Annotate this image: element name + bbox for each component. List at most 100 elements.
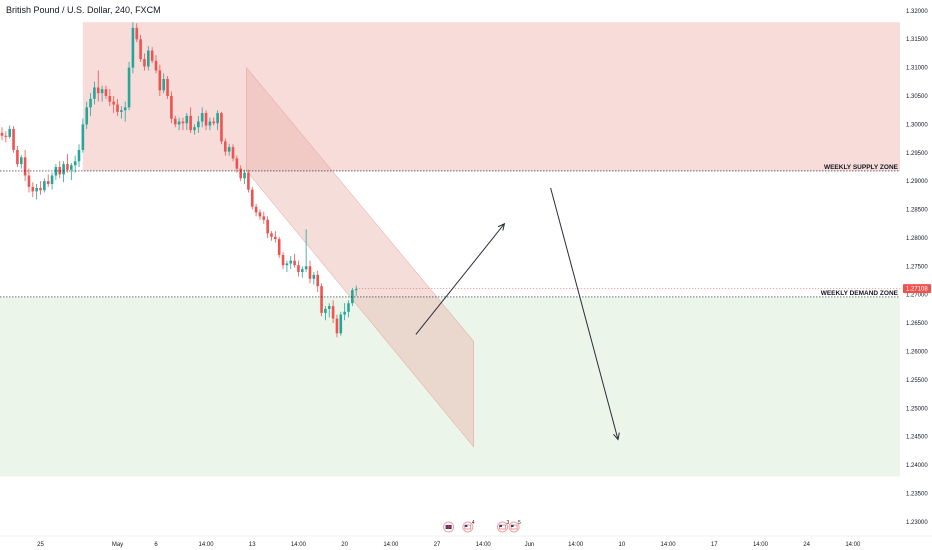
candle <box>135 23 139 43</box>
candles-layer <box>0 22 358 338</box>
candle <box>297 260 300 277</box>
candle <box>89 93 92 116</box>
candle <box>277 236 281 258</box>
candle <box>131 22 135 74</box>
y-tick-label: 1.24000 <box>906 463 928 469</box>
candle <box>216 110 219 131</box>
y-tick-label: 1.29500 <box>906 151 928 157</box>
candle <box>227 143 231 156</box>
x-tick-label: 25 <box>37 542 44 548</box>
x-tick-label: 14:00 <box>661 542 677 548</box>
x-axis: 25 May 6 14:00 13 14:00 20 14:00 27 14:00 Jun 14:00… <box>0 535 932 548</box>
candle <box>170 91 173 124</box>
x-tick-label: 24 <box>803 542 810 548</box>
candle <box>77 144 81 167</box>
zone-0[interactable] <box>82 22 901 171</box>
arrow-1[interactable] <box>550 187 620 441</box>
current-price-tag: 1.27108 <box>903 284 931 294</box>
candle <box>247 169 250 193</box>
y-tick-label: 1.28000 <box>906 236 928 242</box>
candle <box>123 101 127 122</box>
x-tick-label: 13 <box>249 542 256 548</box>
candle <box>289 256 293 270</box>
candle <box>35 184 38 200</box>
candle <box>70 162 73 181</box>
zone-label-0: WEEKLY SUPPLY ZONE <box>824 164 899 171</box>
x-tick-label: 14:00 <box>291 542 307 548</box>
candle <box>331 300 335 324</box>
candle <box>120 106 123 119</box>
y-tick-label: 1.27500 <box>906 264 928 270</box>
candle <box>173 115 177 128</box>
y-tick-label: 1.26000 <box>906 349 928 355</box>
x-tick-label: Jun <box>525 542 535 548</box>
uk-flag-icon[interactable] <box>443 521 455 533</box>
candle <box>31 182 35 198</box>
candle <box>154 55 158 74</box>
chart-title: British Pound / U.S. Dollar, 240, FXCM <box>6 5 161 15</box>
candle <box>166 76 169 99</box>
trend-channel[interactable] <box>246 66 474 448</box>
candle <box>250 186 254 210</box>
candle <box>266 216 269 238</box>
candle <box>254 203 258 217</box>
candle <box>93 81 96 105</box>
y-tick-label: 1.29000 <box>906 179 928 185</box>
svg-text:3: 3 <box>507 520 510 526</box>
candle <box>235 155 239 173</box>
y-tick-label: 1.27000 <box>906 293 928 299</box>
candle <box>147 46 150 71</box>
x-tick-label: 14:00 <box>476 542 492 548</box>
candle <box>96 70 100 102</box>
zone-1[interactable] <box>0 297 900 477</box>
us-flag-icon[interactable]: 4 <box>462 520 475 533</box>
candle <box>293 253 296 268</box>
candle <box>39 181 42 195</box>
candle <box>58 161 62 179</box>
candle <box>181 117 185 131</box>
candle <box>158 64 162 96</box>
channel-layer <box>246 66 474 448</box>
svg-text:4: 4 <box>472 520 475 526</box>
us-flag-icon[interactable]: 5 <box>508 520 521 533</box>
candle <box>23 149 27 182</box>
y-tick-label: 1.25000 <box>906 406 928 412</box>
svg-text:1.27108: 1.27108 <box>906 287 928 293</box>
candle <box>19 155 23 169</box>
candle <box>262 211 266 224</box>
candle <box>258 209 262 220</box>
candle <box>16 145 19 167</box>
candle <box>43 178 46 193</box>
candle <box>189 107 192 133</box>
arrow-0[interactable] <box>415 222 506 335</box>
x-tick-label: 14:00 <box>753 542 769 548</box>
candle <box>8 125 11 139</box>
candle <box>274 231 277 243</box>
y-tick-label: 1.23000 <box>906 520 928 526</box>
x-tick-label: 10 <box>619 542 626 548</box>
candle <box>243 169 246 184</box>
candle <box>208 117 212 131</box>
y-tick-label: 1.32000 <box>906 9 928 15</box>
candle <box>304 229 308 272</box>
x-tick-label: 14:00 <box>845 542 861 548</box>
candle <box>73 155 77 173</box>
candle <box>150 47 154 64</box>
y-tick-label: 1.30500 <box>906 94 928 100</box>
lines-layer: WEEKLY SUPPLY ZONE WEEKLY DEMAND ZONE <box>0 164 900 298</box>
candle <box>335 314 339 338</box>
x-tick-label: 14:00 <box>383 542 399 548</box>
y-tick-label: 1.23500 <box>906 491 928 497</box>
y-tick-label: 1.26500 <box>906 321 928 327</box>
zone-label-1: WEEKLY DEMAND ZONE <box>821 290 899 297</box>
candle <box>108 89 112 107</box>
y-tick-label: 1.31000 <box>906 66 928 72</box>
candle <box>200 107 204 128</box>
candle <box>143 53 146 71</box>
us-flag-icon[interactable]: 3 <box>497 520 510 533</box>
candle <box>4 131 8 143</box>
candle <box>177 117 181 131</box>
candle <box>204 110 208 131</box>
candle <box>285 260 289 272</box>
